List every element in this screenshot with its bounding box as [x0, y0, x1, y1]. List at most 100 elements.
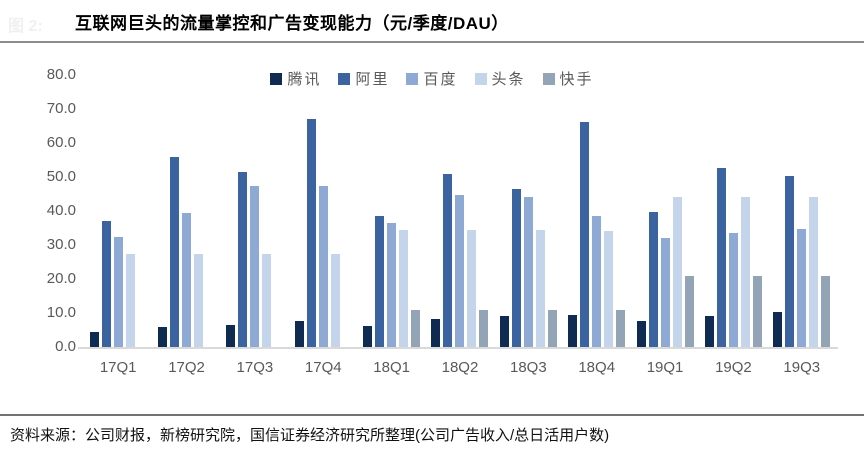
bar-阿里-18q1: [375, 216, 385, 347]
legend-swatch-icon: [406, 72, 419, 85]
bar-头条-17q4: [330, 253, 340, 347]
x-axis-baseline: [78, 347, 838, 349]
bar-腾讯-18q4: [568, 315, 578, 347]
bar-头条-18q4: [604, 230, 614, 347]
bar-阿里-19q3: [785, 175, 795, 347]
bar-腾讯-17q1: [89, 332, 99, 347]
legend-label: 腾讯: [287, 71, 322, 88]
bar-阿里-17q1: [101, 220, 111, 347]
bar-头条-17q1: [125, 253, 135, 347]
bar-阿里-18q4: [580, 121, 590, 347]
bar-头条-19q2: [740, 196, 750, 347]
bar-group-18q4: [563, 75, 631, 347]
y-tick-label: 80.0: [46, 66, 76, 83]
bar-group-19q1: [631, 75, 699, 347]
legend-label: 百度: [423, 71, 458, 88]
source-note: 资料来源：公司财报，新榜研究院，国信证券经济研究所整理(公司广告收入/总日活用户…: [10, 427, 610, 444]
bar-group-18q1: [357, 75, 425, 347]
y-tick-label: 60.0: [46, 134, 76, 151]
bar-快手-19q1: [684, 276, 694, 347]
y-tick-label: 30.0: [46, 236, 76, 253]
x-tick-label: 18Q3: [509, 359, 547, 376]
x-tick-label: 17Q4: [304, 359, 342, 376]
x-tick-label: 17Q1: [99, 359, 137, 376]
x-tick-label: 19Q3: [783, 359, 821, 376]
bar-腾讯-18q2: [431, 318, 441, 347]
y-tick-label: 0.0: [55, 338, 76, 355]
bar-腾讯-17q4: [294, 321, 304, 347]
bar-group-19q2: [699, 75, 767, 347]
bar-group-17q4: [289, 75, 357, 347]
bar-快手-18q1: [411, 309, 421, 347]
bar-百度-18q4: [592, 215, 602, 347]
x-axis: 17Q1 17Q2 17Q3 17Q4 18Q1 18Q2 18Q3 18Q4 19Q1 19Q2…: [84, 359, 836, 376]
bar-快手-19q3: [821, 276, 831, 347]
chart-legend: 腾讯 阿里 百度 头条 快手: [0, 68, 864, 89]
y-tick-label: 50.0: [46, 168, 76, 185]
bar-百度-18q1: [387, 223, 397, 347]
legend-label: 头条: [491, 71, 526, 88]
bar-阿里-17q3: [238, 171, 248, 347]
bar-腾讯-17q2: [158, 326, 168, 347]
bar-快手-18q3: [547, 309, 557, 347]
plot-area: [84, 75, 836, 347]
bar-头条-17q3: [262, 253, 272, 347]
bar-group-17q3: [221, 75, 289, 347]
bar-头条-18q2: [467, 230, 477, 347]
legend-swatch-icon: [270, 72, 283, 85]
y-tick-label: 70.0: [46, 100, 76, 117]
x-tick-label: 19Q2: [715, 359, 752, 376]
legend-item: 阿里: [338, 68, 389, 89]
bar-百度-19q1: [660, 237, 670, 347]
y-tick-label: 40.0: [46, 202, 76, 219]
legend-label: 阿里: [355, 71, 390, 88]
bar-腾讯-19q3: [773, 311, 783, 347]
bar-group-18q3: [494, 75, 562, 347]
y-tick-label: 20.0: [46, 270, 76, 287]
bar-阿里-17q4: [306, 118, 316, 347]
bar-百度-17q1: [113, 236, 123, 347]
bar-头条-18q1: [399, 230, 409, 347]
bar-百度-18q3: [523, 197, 533, 347]
bar-快手-18q2: [479, 309, 489, 347]
x-tick-label: 18Q4: [578, 359, 616, 376]
bar-快手-19q2: [752, 276, 762, 347]
x-tick-label: 17Q2: [168, 359, 205, 376]
bar-group-19q3: [768, 75, 836, 347]
bar-腾讯-19q2: [704, 316, 714, 347]
bar-百度-18q2: [455, 194, 465, 347]
bar-快手-18q4: [616, 309, 626, 347]
bar-腾讯-19q1: [636, 320, 646, 347]
y-tick-label: 10.0: [46, 304, 76, 321]
bar-百度-17q3: [250, 185, 260, 347]
bar-group-18q2: [426, 75, 494, 347]
bar-阿里-19q2: [716, 168, 726, 347]
legend-label: 快手: [559, 71, 594, 88]
bar-group-17q1: [84, 75, 152, 347]
bar-头条-18q3: [535, 230, 545, 347]
legend-item: 头条: [474, 68, 526, 89]
bar-百度-19q2: [728, 233, 738, 347]
title-divider-line: [0, 41, 864, 43]
x-tick-label: 17Q3: [236, 359, 274, 376]
legend-swatch-icon: [338, 72, 351, 85]
bar-腾讯-18q1: [363, 325, 373, 347]
bar-阿里-18q2: [443, 173, 453, 347]
x-tick-label: 18Q2: [441, 359, 479, 376]
bar-阿里-18q3: [511, 188, 521, 347]
legend-swatch-icon: [474, 72, 487, 85]
legend-item: 快手: [542, 68, 594, 89]
bar-头条-19q1: [672, 196, 682, 347]
bar-百度-17q2: [182, 213, 192, 347]
bar-group-17q2: [152, 75, 220, 347]
bar-头条-17q2: [194, 253, 204, 347]
chart-title: 互联网巨头的流量掌控和广告变现能力（元/季度/DAU）: [75, 14, 509, 33]
legend-swatch-icon: [542, 72, 555, 85]
bar-腾讯-18q3: [499, 316, 509, 347]
bar-头条-19q3: [809, 196, 819, 347]
x-tick-label: 19Q1: [646, 359, 684, 376]
x-tick-label: 18Q1: [373, 359, 410, 376]
footer-divider-line: [0, 414, 864, 416]
bar-百度-17q4: [318, 185, 328, 347]
